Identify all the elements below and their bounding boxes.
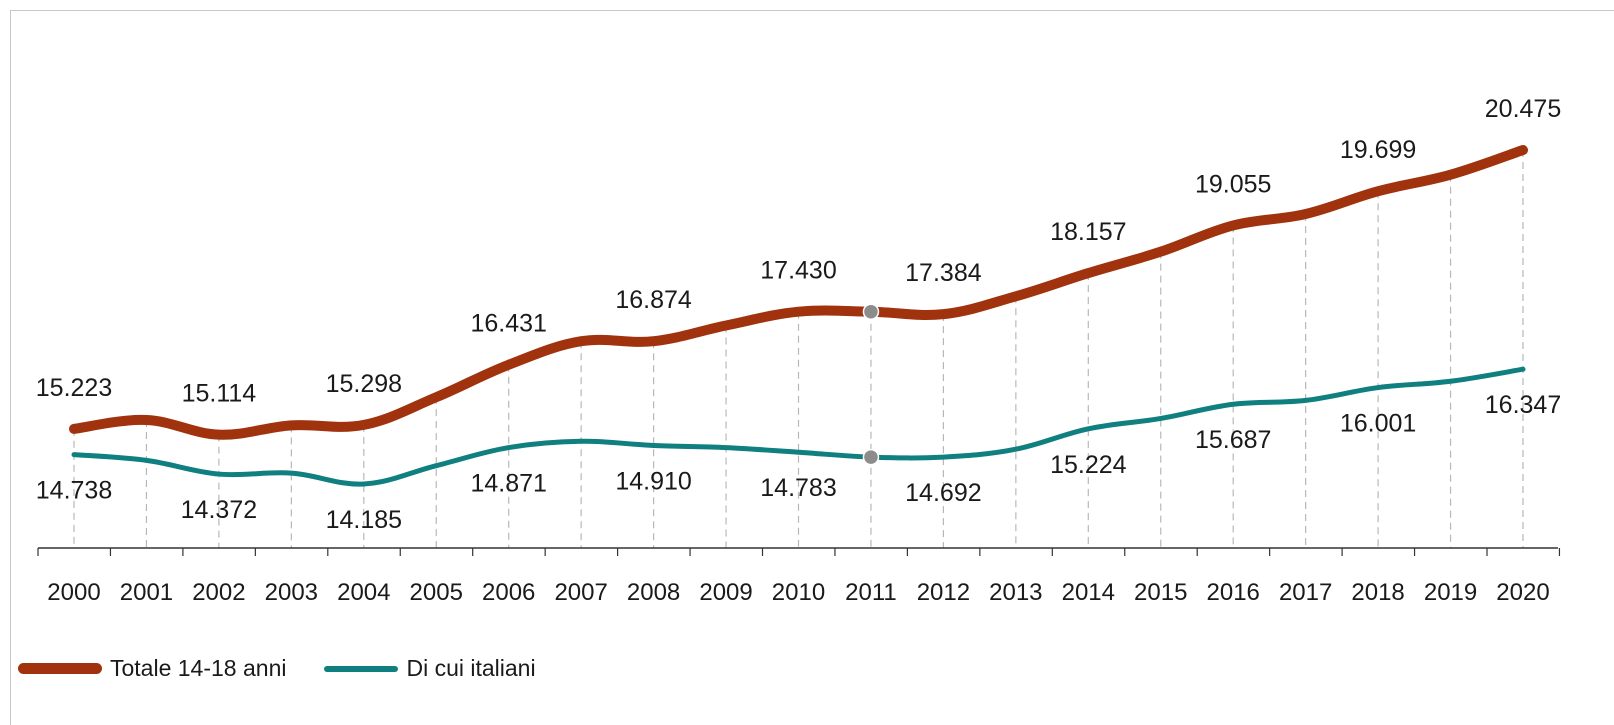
marker-2011-1 bbox=[862, 448, 880, 466]
x-tick-label-2003: 2003 bbox=[265, 579, 318, 606]
x-tick-label-2013: 2013 bbox=[989, 579, 1042, 606]
data-label-1-2016: 15.687 bbox=[1195, 426, 1271, 454]
data-label-1-2000: 14.738 bbox=[36, 477, 112, 505]
x-tick-label-2006: 2006 bbox=[482, 579, 535, 606]
data-label-0-2002: 15.114 bbox=[182, 380, 257, 408]
x-tick-label-2019: 2019 bbox=[1424, 579, 1477, 606]
data-label-0-2020: 20.475 bbox=[1485, 95, 1561, 123]
data-label-0-2006: 16.431 bbox=[470, 310, 546, 338]
data-label-0-2004: 15.298 bbox=[326, 370, 402, 398]
x-tick-label-2015: 2015 bbox=[1134, 579, 1187, 606]
x-tick-label-2020: 2020 bbox=[1496, 579, 1549, 606]
data-label-0-2000: 15.223 bbox=[36, 374, 112, 402]
x-tick-label-2007: 2007 bbox=[554, 579, 607, 606]
legend-swatch-italiani bbox=[324, 665, 399, 672]
x-tick-label-2014: 2014 bbox=[1062, 579, 1115, 606]
legend: Totale 14-18 anni Di cui italiani bbox=[18, 655, 574, 682]
chart-frame bbox=[10, 10, 1614, 725]
x-tick-label-2012: 2012 bbox=[917, 579, 970, 606]
data-label-0-2008: 16.874 bbox=[615, 286, 692, 314]
legend-item-italiani: Di cui italiani bbox=[324, 655, 536, 682]
data-label-0-2018: 19.699 bbox=[1340, 136, 1416, 164]
legend-item-totale: Totale 14-18 anni bbox=[18, 655, 286, 682]
x-tick-label-2000: 2000 bbox=[47, 579, 100, 606]
x-tick-label-2002: 2002 bbox=[192, 579, 245, 606]
x-tick-label-2016: 2016 bbox=[1207, 579, 1260, 606]
data-label-0-2016: 19.055 bbox=[1195, 170, 1271, 198]
data-label-1-2004: 14.185 bbox=[326, 506, 402, 534]
data-label-0-2010: 17.430 bbox=[760, 257, 836, 285]
data-label-0-2014: 18.157 bbox=[1050, 218, 1126, 246]
legend-label-italiani: Di cui italiani bbox=[406, 655, 536, 681]
series-line-1 bbox=[71, 366, 1526, 487]
legend-label-totale: Totale 14-18 anni bbox=[110, 655, 287, 681]
legend-swatch-totale bbox=[18, 663, 102, 674]
x-tick-label-2017: 2017 bbox=[1279, 579, 1332, 606]
data-label-1-2014: 15.224 bbox=[1050, 451, 1127, 479]
data-label-1-2018: 16.001 bbox=[1340, 410, 1416, 438]
data-label-1-2008: 14.910 bbox=[615, 468, 691, 496]
x-tick-label-2004: 2004 bbox=[337, 579, 390, 606]
series-line-0 bbox=[69, 145, 1528, 440]
x-tick-label-2001: 2001 bbox=[120, 579, 173, 606]
x-tick-label-2008: 2008 bbox=[627, 579, 680, 606]
data-label-1-2010: 14.783 bbox=[760, 474, 836, 502]
x-tick-label-2005: 2005 bbox=[410, 579, 463, 606]
x-tick-label-2018: 2018 bbox=[1351, 579, 1404, 606]
data-label-1-2002: 14.372 bbox=[181, 496, 257, 524]
data-label-0-2012: 17.384 bbox=[905, 259, 982, 287]
x-tick-label-2011: 2011 bbox=[845, 579, 897, 606]
data-label-1-2006: 14.871 bbox=[470, 470, 546, 498]
data-label-1-2020: 16.347 bbox=[1485, 391, 1561, 419]
x-tick-label-2009: 2009 bbox=[699, 579, 752, 606]
marker-2011-0 bbox=[862, 303, 880, 320]
x-tick-label-2010: 2010 bbox=[772, 579, 825, 606]
data-label-1-2012: 14.692 bbox=[905, 479, 981, 507]
